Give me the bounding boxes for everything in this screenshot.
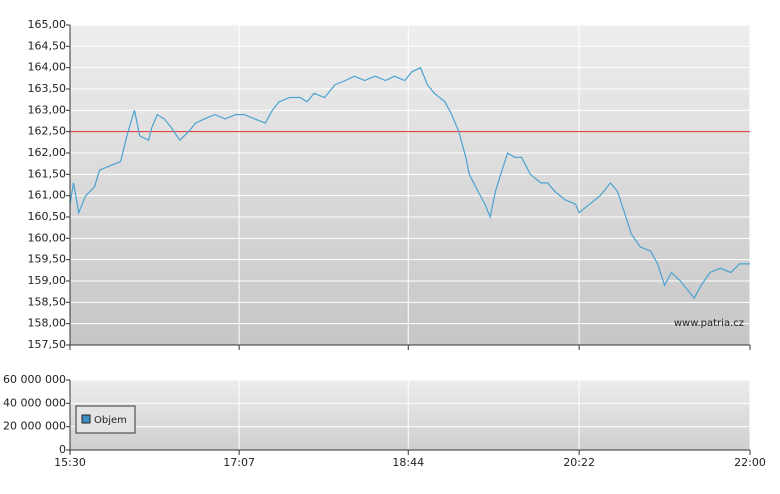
x-tick-label: 20:22 bbox=[563, 456, 595, 469]
y-tick-label: 163,00 bbox=[28, 103, 67, 116]
y-tick-label: 160,00 bbox=[28, 231, 67, 244]
y-tick-label: 164,50 bbox=[28, 39, 67, 52]
y-tick-label: 0 bbox=[59, 443, 66, 456]
y-tick-label: 60 000 000 bbox=[3, 373, 66, 386]
y-tick-label: 20 000 000 bbox=[3, 420, 66, 433]
watermark: www.patria.cz bbox=[674, 318, 744, 329]
y-tick-label: 162,50 bbox=[28, 125, 67, 138]
y-tick-label: 165,00 bbox=[28, 18, 67, 31]
plot-area bbox=[70, 25, 750, 345]
y-tick-label: 161,00 bbox=[28, 189, 67, 202]
y-tick-label: 161,50 bbox=[28, 167, 67, 180]
y-tick-label: 159,00 bbox=[28, 274, 67, 287]
x-tick-label: 17:07 bbox=[223, 456, 255, 469]
y-tick-label: 162,00 bbox=[28, 146, 67, 159]
x-tick-label: 22:00 bbox=[734, 456, 766, 469]
legend-label: Objem bbox=[94, 415, 127, 426]
legend-swatch bbox=[81, 414, 91, 424]
y-tick-label: 158,00 bbox=[28, 317, 67, 330]
x-tick-label: 15:30 bbox=[54, 456, 86, 469]
y-tick-label: 157,50 bbox=[28, 338, 67, 351]
plot-area bbox=[70, 380, 750, 450]
price-line bbox=[69, 66, 750, 300]
y-tick-label: 40 000 000 bbox=[3, 396, 66, 409]
y-tick-label: 163,50 bbox=[28, 82, 67, 95]
y-tick-label: 164,00 bbox=[28, 61, 67, 74]
y-tick-label: 160,50 bbox=[28, 210, 67, 223]
y-tick-label: 159,50 bbox=[28, 253, 67, 266]
x-tick-label: 18:44 bbox=[392, 456, 424, 469]
y-tick-label: 158,50 bbox=[28, 295, 67, 308]
